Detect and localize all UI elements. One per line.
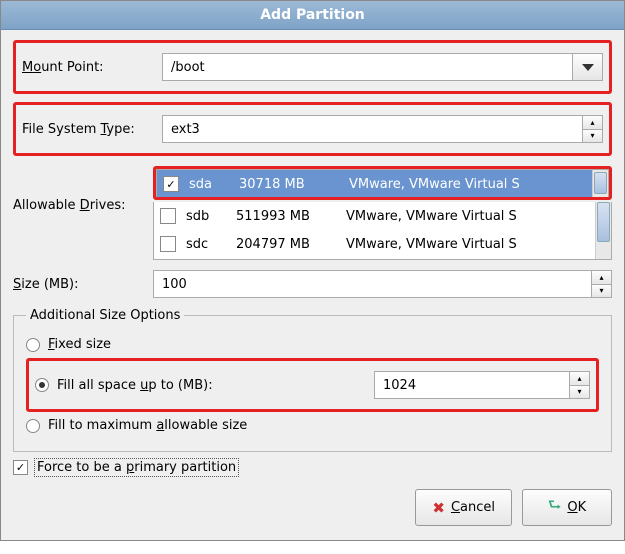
force-primary-checkbox[interactable]: ✓ — [13, 460, 28, 475]
drive-sda-size: 30718 MB — [239, 177, 349, 192]
drive-sda-dev: sda — [189, 177, 239, 192]
drives-label: Allowable Drives: — [13, 166, 153, 213]
drive-row-sdc[interactable]: sdc 204797 MB VMware, VMware Virtual S — [154, 230, 611, 258]
drives-scrollbar[interactable] — [595, 202, 611, 259]
fill-upto-highlight: Fill all space up to (MB): 1024 ▴ ▾ — [26, 358, 599, 412]
fixed-size-radio[interactable] — [26, 338, 40, 352]
force-primary-option[interactable]: ✓ Force to be a primary partition — [13, 458, 612, 477]
force-primary-label: Force to be a primary partition — [34, 458, 239, 477]
drive-sdb-checkbox[interactable] — [160, 208, 176, 224]
drive-row-sdb[interactable]: sdb 511993 MB VMware, VMware Virtual S — [154, 202, 611, 230]
drive-sda-highlight: ✓ sda 30718 MB VMware, VMware Virtual S — [153, 166, 612, 200]
fill-upto-radio[interactable] — [35, 378, 49, 392]
fill-max-label: Fill to maximum allowable size — [48, 418, 247, 433]
mount-point-highlight: Mount Point: /boot — [13, 40, 612, 94]
fs-type-highlight: File System Type: ext3 ▴ ▾ — [13, 102, 612, 156]
cancel-label: Cancel — [451, 500, 495, 515]
additional-size-options: Additional Size Options Fixed size Fill … — [13, 308, 612, 452]
drives-scrollbar-top[interactable] — [592, 170, 608, 197]
fill-upto-down-button[interactable]: ▾ — [570, 386, 589, 399]
drive-sdc-checkbox[interactable] — [160, 236, 176, 252]
mount-point-label: Mount Point: — [22, 60, 162, 75]
fill-upto-up-button[interactable]: ▴ — [570, 372, 589, 386]
fill-max-option[interactable]: Fill to maximum allowable size — [26, 418, 599, 433]
drive-sdc-size: 204797 MB — [236, 237, 346, 252]
mount-point-combo[interactable]: /boot — [162, 53, 603, 81]
drive-sdc-dev: sdc — [186, 237, 236, 252]
fs-type-select[interactable]: ext3 ▴ ▾ — [162, 115, 603, 143]
cancel-icon: ✖ — [432, 499, 445, 517]
cancel-button[interactable]: ✖ Cancel — [415, 489, 512, 526]
drive-sda-checkbox[interactable]: ✓ — [163, 176, 179, 192]
drive-sdb-size: 511993 MB — [236, 209, 346, 224]
size-down-button[interactable]: ▾ — [592, 285, 611, 298]
fs-type-label: File System Type: — [22, 122, 162, 137]
fs-type-up-button[interactable]: ▴ — [583, 116, 602, 130]
ok-button[interactable]: ⮑ OK — [522, 489, 612, 526]
size-label: Size (MB): — [13, 277, 153, 292]
ok-label: OK — [567, 500, 586, 515]
ok-icon: ⮑ — [548, 495, 562, 520]
size-up-button[interactable]: ▴ — [592, 271, 611, 285]
size-spinbox[interactable]: 100 ▴ ▾ — [153, 270, 612, 298]
fs-type-down-button[interactable]: ▾ — [583, 130, 602, 143]
fill-upto-spinbox[interactable]: 1024 ▴ ▾ — [374, 371, 590, 399]
fixed-size-option[interactable]: Fixed size — [26, 337, 599, 352]
drive-sdb-desc: VMware, VMware Virtual S — [346, 209, 605, 224]
drive-row-sda[interactable]: ✓ sda 30718 MB VMware, VMware Virtual S — [157, 170, 608, 197]
fs-type-value: ext3 — [163, 122, 582, 137]
add-partition-dialog: Add Partition Mount Point: /boot — [0, 0, 625, 541]
drive-sdc-desc: VMware, VMware Virtual S — [346, 237, 605, 252]
fill-upto-value[interactable]: 1024 — [375, 378, 569, 393]
mount-point-value[interactable]: /boot — [163, 60, 572, 75]
additional-legend: Additional Size Options — [26, 308, 184, 323]
drive-sdb-dev: sdb — [186, 209, 236, 224]
drive-sda-desc: VMware, VMware Virtual S — [349, 177, 602, 192]
fixed-size-label: Fixed size — [48, 337, 111, 352]
fill-max-radio[interactable] — [26, 419, 40, 433]
mount-point-dropdown-button[interactable] — [572, 54, 602, 80]
chevron-down-icon — [582, 64, 594, 71]
fill-upto-label: Fill all space up to (MB): — [57, 378, 213, 393]
size-value[interactable]: 100 — [154, 277, 591, 292]
dialog-title: Add Partition — [1, 1, 624, 30]
